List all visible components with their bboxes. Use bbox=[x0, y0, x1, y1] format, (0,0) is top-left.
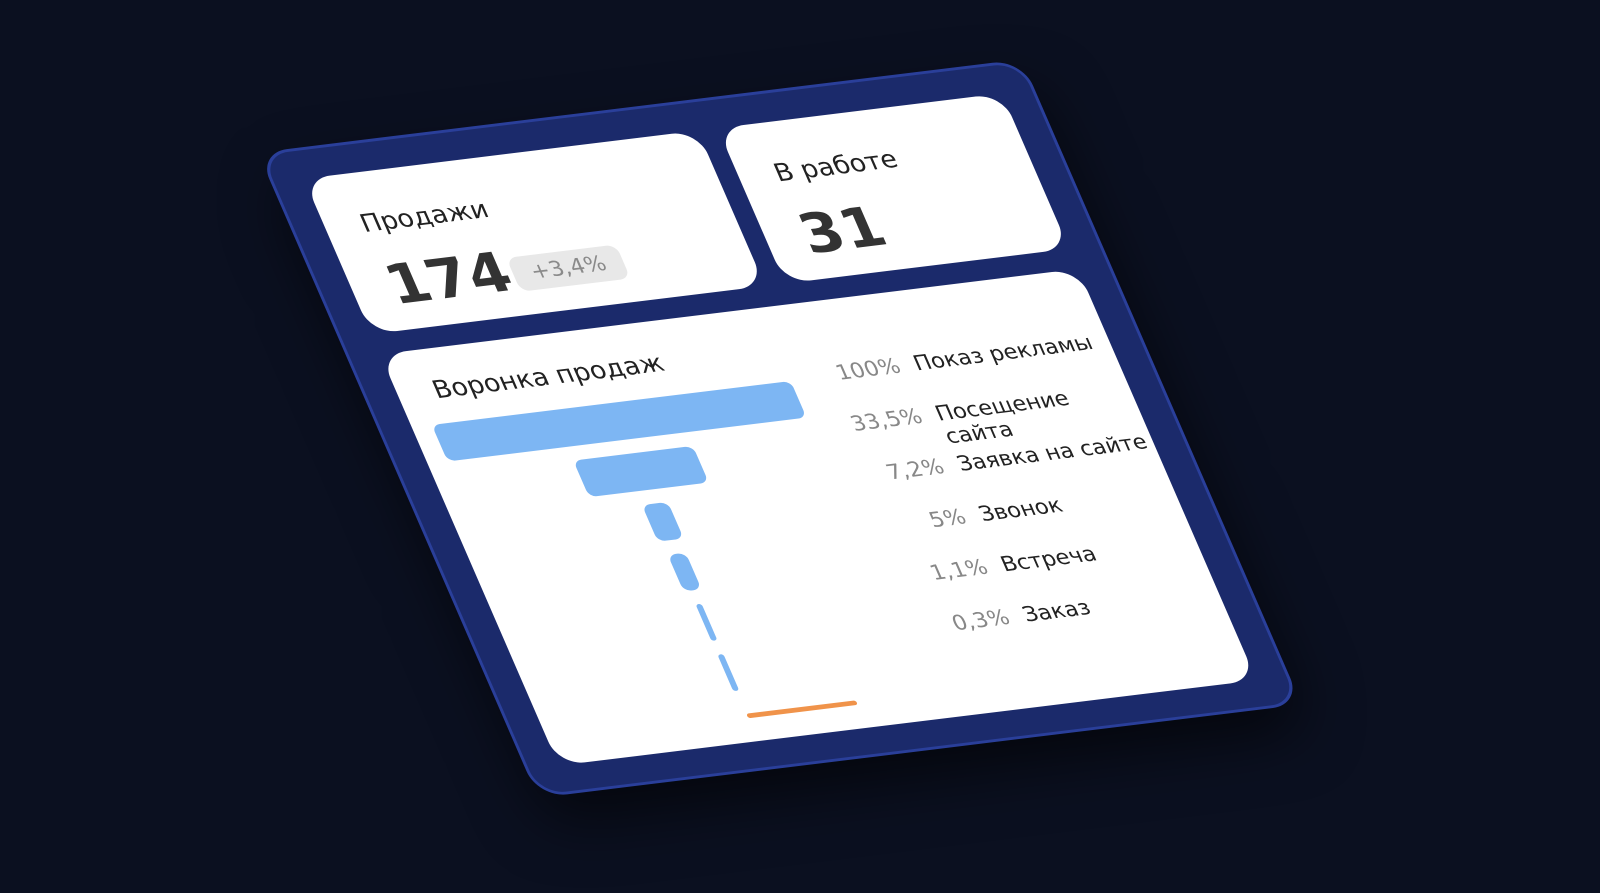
value-label: 5% bbox=[925, 505, 971, 533]
stage-label: Встреча bbox=[997, 542, 1101, 577]
card-value: 174 bbox=[374, 240, 523, 317]
stage-label: Звонок bbox=[975, 493, 1067, 527]
value-label: 33,5% bbox=[846, 405, 927, 437]
card-title: В работе bbox=[769, 145, 903, 188]
chart-title: Воронка продаж bbox=[427, 349, 669, 405]
value-label: 100% bbox=[832, 354, 905, 386]
funnel-bar bbox=[641, 501, 684, 542]
value-label: 7,2% bbox=[882, 455, 949, 486]
stage-label: Заказ bbox=[1018, 596, 1095, 628]
dashboard-panel: Продажи 174 +3,4% В работе 31 Воронка пр… bbox=[262, 62, 1298, 795]
funnel-bar bbox=[695, 603, 718, 641]
stage-label: Показ рекламы bbox=[909, 331, 1097, 376]
change-badge: +3,4% bbox=[506, 244, 631, 292]
baseline-accent bbox=[746, 700, 858, 719]
funnel-bar bbox=[667, 552, 702, 592]
sales-card: Продажи 174 +3,4% bbox=[303, 130, 766, 335]
funnel-bar bbox=[717, 653, 740, 692]
funnel-bar bbox=[572, 445, 710, 498]
card-title: Продажи bbox=[355, 195, 494, 239]
funnel-card: Воронка продаж 100% Показ рекламы 33,5% Пос… bbox=[380, 268, 1257, 766]
card-value: 31 bbox=[788, 194, 896, 267]
value-label: 1,1% bbox=[926, 555, 993, 586]
value-label: 0,3% bbox=[948, 606, 1014, 636]
in-work-card: В работе 31 bbox=[717, 93, 1070, 284]
